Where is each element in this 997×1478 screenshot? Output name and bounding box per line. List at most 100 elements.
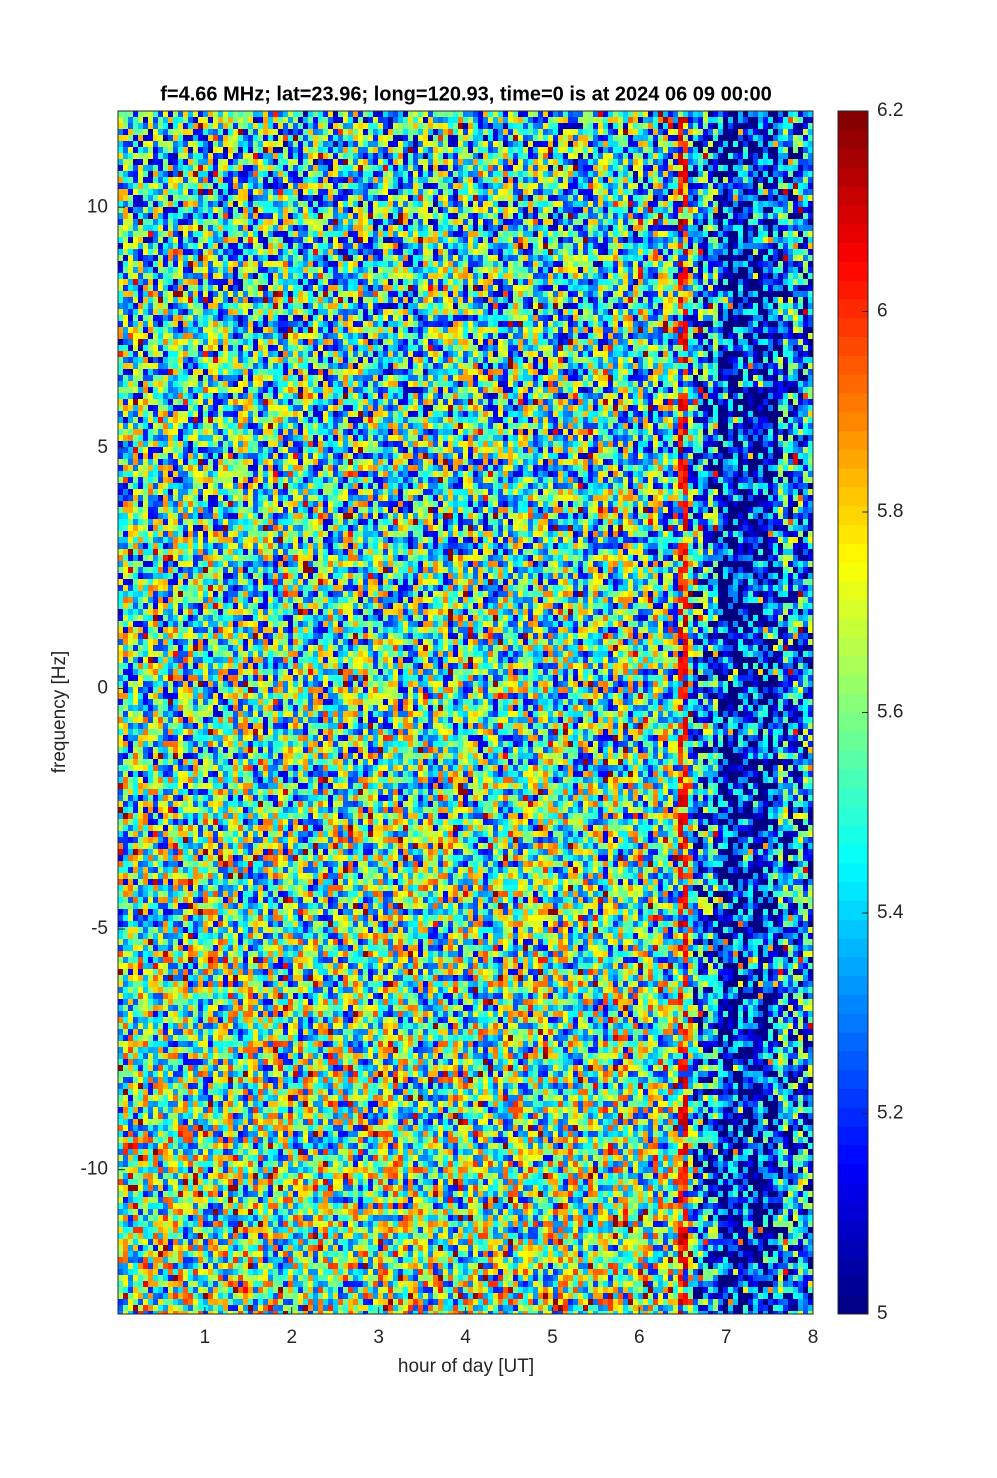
heatmap-cell	[713, 177, 718, 183]
heatmap-cell	[228, 147, 233, 153]
heatmap-cell	[193, 159, 198, 165]
heatmap-cell	[638, 255, 643, 261]
heatmap-cell	[448, 237, 453, 243]
heatmap-cell	[228, 255, 233, 261]
heatmap-cell	[233, 303, 238, 309]
heatmap-cell	[278, 177, 283, 183]
heatmap-cell	[583, 177, 588, 183]
heatmap-cell	[793, 189, 798, 195]
heatmap-cell	[463, 183, 468, 189]
heatmap-cell	[253, 273, 258, 279]
heatmap-cell	[178, 219, 183, 225]
heatmap-cell	[388, 237, 393, 243]
heatmap-cell	[408, 171, 413, 177]
heatmap-cell	[308, 285, 313, 291]
heatmap-cell	[378, 141, 383, 147]
heatmap-cell	[148, 117, 153, 123]
heatmap-cell	[788, 159, 793, 165]
heatmap-cell	[158, 249, 163, 255]
heatmap-cell	[578, 267, 583, 273]
heatmap-cell	[263, 249, 268, 255]
heatmap-cell	[263, 165, 268, 171]
heatmap-cell	[803, 111, 808, 117]
heatmap-cell	[453, 153, 458, 159]
heatmap-cell	[398, 111, 403, 117]
heatmap-cell	[408, 159, 413, 165]
heatmap-cell	[293, 201, 298, 207]
heatmap-cell	[798, 243, 803, 249]
heatmap-cell	[568, 153, 573, 159]
heatmap-cell	[388, 141, 393, 147]
heatmap-cell	[318, 243, 323, 249]
heatmap-cell	[188, 261, 193, 267]
heatmap-cell	[153, 297, 158, 303]
heatmap-cell	[668, 165, 673, 171]
heatmap-cell	[668, 159, 673, 165]
heatmap-cell	[523, 321, 528, 327]
heatmap-cell	[318, 261, 323, 267]
heatmap-cell	[488, 153, 493, 159]
heatmap-cell	[173, 261, 178, 267]
heatmap-cell	[428, 207, 433, 213]
heatmap-cell	[633, 243, 638, 249]
heatmap-cell	[278, 309, 283, 315]
heatmap-cell	[398, 141, 403, 147]
heatmap-cell	[168, 315, 173, 321]
heatmap-cell	[353, 297, 358, 303]
heatmap-cell	[583, 213, 588, 219]
heatmap-cell	[748, 129, 753, 135]
heatmap-cell	[393, 219, 398, 225]
heatmap-cell	[748, 201, 753, 207]
heatmap-cell	[783, 315, 788, 321]
heatmap-cell	[793, 237, 798, 243]
heatmap-cell	[488, 321, 493, 327]
heatmap-cell	[168, 297, 173, 303]
heatmap-cell	[268, 279, 273, 285]
heatmap-cell	[598, 153, 603, 159]
heatmap-cell	[523, 279, 528, 285]
heatmap-cell	[613, 213, 618, 219]
heatmap-cell	[528, 219, 533, 225]
heatmap-cell	[218, 249, 223, 255]
heatmap-cell	[333, 141, 338, 147]
heatmap-cell	[728, 123, 733, 129]
heatmap-cell	[593, 297, 598, 303]
heatmap-cell	[728, 177, 733, 183]
heatmap-cell	[663, 213, 668, 219]
heatmap-cell	[518, 147, 523, 153]
heatmap-cell	[598, 231, 603, 237]
heatmap-cell	[598, 309, 603, 315]
heatmap-cell	[683, 201, 688, 207]
heatmap-cell	[578, 177, 583, 183]
heatmap-cell	[493, 147, 498, 153]
heatmap-cell	[633, 261, 638, 267]
heatmap-cell	[533, 309, 538, 315]
heatmap-cell	[783, 231, 788, 237]
heatmap-cell	[388, 177, 393, 183]
heatmap-cell	[613, 117, 618, 123]
heatmap-cell	[238, 237, 243, 243]
heatmap-cell	[693, 141, 698, 147]
heatmap-cell	[363, 237, 368, 243]
heatmap-cell	[383, 129, 388, 135]
heatmap-cell	[413, 243, 418, 249]
heatmap-cell	[438, 159, 443, 165]
heatmap-cell	[133, 273, 138, 279]
heatmap-cell	[753, 225, 758, 231]
heatmap-cell	[343, 207, 348, 213]
heatmap-cell	[533, 249, 538, 255]
heatmap-cell	[753, 261, 758, 267]
heatmap-cell	[178, 279, 183, 285]
heatmap-cell	[338, 165, 343, 171]
heatmap-cell	[223, 213, 228, 219]
heatmap-cell	[643, 285, 648, 291]
heatmap-cell	[453, 195, 458, 201]
heatmap-cell	[503, 267, 508, 273]
heatmap-cell	[133, 117, 138, 123]
heatmap-cell	[498, 117, 503, 123]
heatmap-cell	[528, 309, 533, 315]
heatmap-cell	[558, 153, 563, 159]
heatmap-cell	[788, 165, 793, 171]
heatmap-cell	[778, 183, 783, 189]
heatmap-cell	[468, 117, 473, 123]
